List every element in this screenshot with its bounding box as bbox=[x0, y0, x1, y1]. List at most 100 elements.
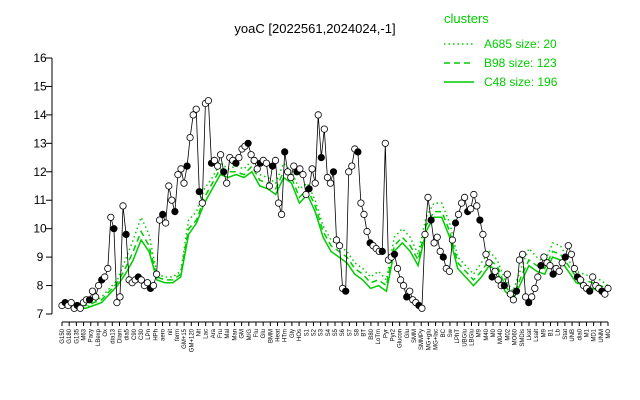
data-point bbox=[549, 270, 557, 278]
x-tick-label: Fru bbox=[218, 329, 224, 338]
x-tick-label: Pyr2 bbox=[391, 328, 397, 341]
data-point bbox=[159, 210, 167, 218]
x-tick-label: Ara bbox=[211, 328, 217, 338]
data-point bbox=[360, 210, 368, 218]
x-tick-label: S4 bbox=[326, 328, 332, 336]
data-point bbox=[531, 284, 539, 292]
x-tick-label: M1 bbox=[584, 328, 590, 337]
y-tick-label: 15 bbox=[33, 79, 47, 93]
x-tick-label: Ox bbox=[103, 329, 109, 337]
x-tick-label: M63 bbox=[82, 328, 88, 340]
data-point bbox=[506, 290, 514, 298]
data-point bbox=[198, 199, 206, 207]
data-point bbox=[149, 281, 158, 290]
x-tick-label: Lsalt bbox=[534, 329, 540, 342]
x-tick-label: MG+glu bbox=[426, 329, 432, 350]
x-tick-label: M0 bbox=[491, 328, 497, 337]
x-tick-label: SMM bbox=[412, 329, 418, 343]
data-point bbox=[439, 253, 447, 261]
x-tick-label: aero bbox=[161, 328, 167, 341]
data-point bbox=[210, 156, 219, 164]
data-point bbox=[107, 213, 115, 221]
data-point bbox=[122, 230, 130, 238]
x-tick-label: G180 bbox=[67, 328, 73, 343]
data-point bbox=[174, 171, 182, 179]
data-point bbox=[488, 273, 496, 281]
data-point bbox=[494, 276, 502, 284]
x-tick-label: UBGlu bbox=[462, 329, 468, 347]
data-point bbox=[183, 162, 191, 170]
x-tick-label: MD1 bbox=[592, 328, 598, 341]
x-tick-label: HPh bbox=[153, 329, 159, 341]
x-tick-label: HOs bbox=[297, 329, 303, 341]
data-point bbox=[509, 296, 518, 304]
data-point bbox=[476, 216, 484, 224]
x-tick-label: C30 bbox=[139, 328, 145, 340]
x-tick-label: S1 bbox=[304, 328, 310, 336]
y-tick-label: 12 bbox=[33, 165, 47, 179]
legend-label-a685: A685 size: 20 bbox=[484, 37, 557, 51]
x-tick-label: LBexp bbox=[96, 328, 102, 346]
x-tick-label: Glu bbox=[261, 329, 267, 338]
data-point bbox=[67, 298, 75, 307]
data-point bbox=[220, 168, 228, 176]
y-tick-label: 16 bbox=[33, 51, 47, 65]
x-tick-label: C90 bbox=[132, 328, 138, 340]
x-tick-label: Heat bbox=[276, 329, 282, 342]
x-tick-label: M02 bbox=[505, 328, 511, 340]
data-point bbox=[381, 139, 389, 147]
x-tick-label: UNM bbox=[599, 329, 605, 343]
data-point bbox=[302, 190, 310, 199]
x-tick-label: Pacy bbox=[89, 329, 95, 342]
data-point bbox=[457, 199, 466, 207]
data-line bbox=[61, 99, 609, 310]
data-point bbox=[137, 276, 145, 284]
x-tick-label: BT bbox=[362, 329, 368, 337]
data-point bbox=[601, 290, 609, 298]
data-point bbox=[540, 253, 548, 261]
data-point bbox=[586, 287, 594, 295]
x-tick-label: B80 bbox=[369, 328, 375, 339]
data-point bbox=[424, 193, 432, 201]
data-point bbox=[500, 281, 508, 290]
data-point bbox=[357, 199, 365, 207]
x-tick-label: Lb bbox=[556, 328, 562, 335]
data-point bbox=[329, 168, 338, 176]
data-point bbox=[406, 287, 414, 295]
data-point bbox=[589, 273, 597, 281]
data-point bbox=[473, 202, 481, 210]
data-point bbox=[171, 208, 179, 216]
data-point bbox=[454, 210, 463, 218]
data-point bbox=[354, 148, 362, 156]
data-point bbox=[604, 284, 612, 292]
x-tick-label: GM+15 bbox=[182, 328, 188, 349]
data-point bbox=[393, 264, 402, 273]
data-point bbox=[143, 279, 151, 287]
data-point bbox=[162, 219, 170, 227]
data-point bbox=[460, 193, 469, 201]
data-point bbox=[168, 196, 176, 204]
data-point bbox=[271, 156, 280, 164]
data-point bbox=[482, 250, 490, 258]
data-point bbox=[503, 270, 511, 278]
legend-title: clusters bbox=[444, 11, 489, 26]
data-point bbox=[567, 250, 576, 258]
x-tick-label: M40 bbox=[484, 328, 490, 340]
x-tick-label: LoTm bbox=[376, 329, 382, 344]
x-tick-label: nit bbox=[168, 329, 174, 336]
data-point bbox=[430, 239, 438, 247]
data-point bbox=[253, 165, 261, 173]
x-tick-label: dia5 bbox=[125, 328, 131, 340]
x-tick-label: LBGlu bbox=[470, 329, 476, 346]
data-point bbox=[250, 156, 258, 164]
data-point bbox=[421, 230, 429, 238]
data-point bbox=[525, 298, 533, 307]
data-point bbox=[284, 168, 292, 176]
x-tick-label: SMMPy bbox=[419, 329, 425, 350]
data-point bbox=[204, 97, 212, 105]
data-point bbox=[247, 151, 255, 159]
x-tick-label: M9 bbox=[477, 328, 483, 337]
x-tick-label: BC bbox=[441, 328, 447, 337]
x-tick-label: Glu bbox=[405, 329, 411, 338]
